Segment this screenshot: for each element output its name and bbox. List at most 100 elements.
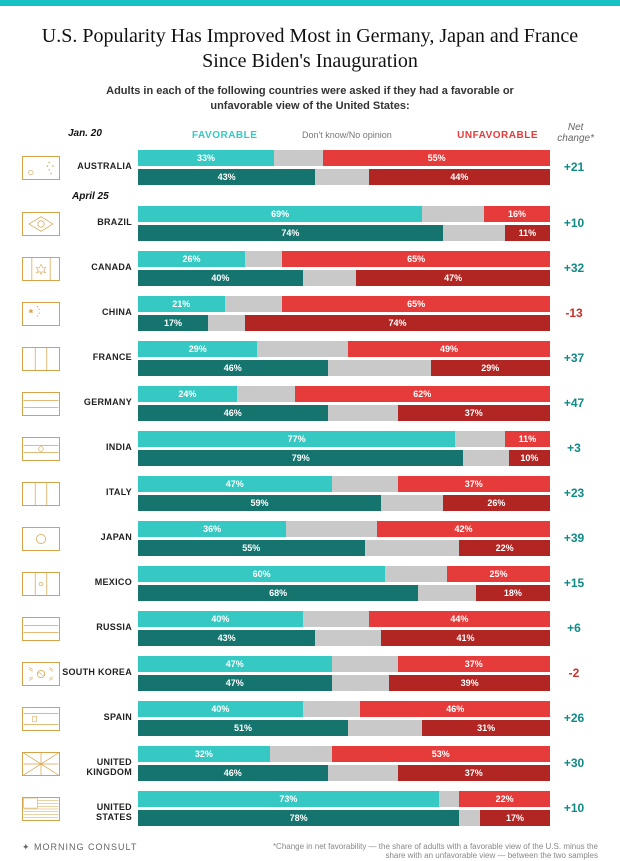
segment-favorable: 55% [138, 540, 365, 556]
flag-icon [22, 347, 60, 371]
country-row: FRANCE29%49%46%29%+37 [22, 339, 598, 381]
country-row: SOUTH KOREA47%37%47%39%-2 [22, 654, 598, 696]
legend-favorable: FAVORABLE [192, 130, 257, 141]
segment-favorable: 29% [138, 341, 257, 357]
segment-unfavorable: 26% [443, 495, 550, 511]
segment-dontknow [328, 360, 431, 376]
country-row: CANADA26%65%40%47%+32 [22, 249, 598, 291]
country-name: BRAZIL [60, 204, 138, 228]
segment-unfavorable: 31% [422, 720, 550, 736]
flag-icon [22, 527, 60, 551]
bar-after: 74%11% [138, 225, 550, 241]
bar-before: 60%25% [138, 566, 550, 582]
country-name: ITALY [60, 474, 138, 498]
bar-before: 32%53% [138, 746, 550, 762]
segment-dontknow [237, 386, 295, 402]
segment-unfavorable: 37% [398, 476, 550, 492]
flag-icon [22, 302, 60, 326]
country-name: JAPAN [60, 519, 138, 543]
segment-unfavorable: 44% [369, 169, 550, 185]
country-row: BRAZIL69%16%74%11%+10 [22, 204, 598, 246]
bar-after: 55% 22% [138, 540, 550, 556]
segment-favorable: 33% [138, 150, 274, 166]
legend-dontknow: Don't know/No opinion [302, 130, 392, 140]
flag-icon [22, 437, 60, 461]
bar-before: 21%65% [138, 296, 550, 312]
chart-title: U.S. Popularity Has Improved Most in Ger… [22, 16, 598, 84]
bar-pair: 33% 55% 43%44% [138, 148, 550, 188]
flag-icon [22, 156, 60, 180]
segment-favorable: 21% [138, 296, 225, 312]
bar-before: 40%46% [138, 701, 550, 717]
segment-favorable: 17% [138, 315, 208, 331]
net-change: +23 [550, 474, 598, 500]
segment-unfavorable: 22% [459, 540, 550, 556]
segment-unfavorable: 39% [389, 675, 550, 691]
bar-pair: 40%44%43%41% [138, 609, 550, 649]
country-row: AUSTRALIA33%55%43%44%+21 [22, 148, 598, 190]
segment-dontknow [348, 720, 422, 736]
segment-dontknow [315, 169, 369, 185]
flag-icon [22, 797, 60, 821]
segment-favorable: 73% [138, 791, 439, 807]
country-row: MEXICO60%25%68%18%+15 [22, 564, 598, 606]
segment-dontknow [365, 540, 460, 556]
segment-favorable: 26% [138, 251, 245, 267]
segment-favorable: 69% [138, 206, 422, 222]
bar-before: 77%11% [138, 431, 550, 447]
bar-after: 43%44% [138, 169, 550, 185]
segment-dontknow [303, 701, 361, 717]
net-change: +39 [550, 519, 598, 545]
segment-unfavorable: 62% [295, 386, 550, 402]
segment-unfavorable: 37% [398, 405, 550, 421]
country-name: SOUTH KOREA [60, 654, 138, 678]
net-change: +10 [550, 789, 598, 815]
country-row: RUSSIA40%44%43%41%+6 [22, 609, 598, 651]
bar-after: 46%37% [138, 765, 550, 781]
bar-after: 79%10% [138, 450, 550, 466]
bar-pair: 47%37% 59% 26% [138, 474, 550, 514]
footnote: *Change in net favorability — the share … [258, 842, 598, 861]
country-row: UNITED KINGDOM32%53%46%37%+30 [22, 744, 598, 786]
bar-pair: 29%49%46%29% [138, 339, 550, 379]
segment-favorable: 43% [138, 630, 315, 646]
segment-favorable: 47% [138, 656, 332, 672]
bar-after: 59% 26% [138, 495, 550, 511]
country-name: CANADA [60, 249, 138, 273]
bar-pair: 69%16%74%11% [138, 204, 550, 244]
segment-dontknow [455, 431, 504, 447]
country-name: SPAIN [60, 699, 138, 723]
segment-favorable: 59% [138, 495, 381, 511]
segment-unfavorable: 37% [398, 765, 550, 781]
segment-favorable: 51% [138, 720, 348, 736]
net-change: +37 [550, 339, 598, 365]
bar-before: 33% 55% [138, 150, 550, 166]
segment-favorable: 77% [138, 431, 455, 447]
segment-unfavorable: 55% [323, 150, 550, 166]
date-before-label: Jan. 20 [68, 128, 102, 139]
legend-row: Jan. 20 FAVORABLE Don't know/No opinion … [22, 128, 598, 146]
segment-favorable: 60% [138, 566, 385, 582]
legend-unfavorable: UNFAVORABLE [457, 130, 538, 141]
bar-before: 40%44% [138, 611, 550, 627]
segment-dontknow [328, 765, 398, 781]
country-name: CHINA [60, 294, 138, 318]
segment-dontknow [385, 566, 447, 582]
segment-favorable: 24% [138, 386, 237, 402]
bar-before: 47%37% [138, 476, 550, 492]
net-change: +6 [550, 609, 598, 635]
segment-dontknow [274, 150, 323, 166]
segment-unfavorable: 49% [348, 341, 550, 357]
bar-pair: 21%65%17%74% [138, 294, 550, 334]
chart-container: U.S. Popularity Has Improved Most in Ger… [0, 6, 620, 831]
segment-dontknow [303, 611, 369, 627]
segment-favorable: 32% [138, 746, 270, 762]
bar-after: 51% 31% [138, 720, 550, 736]
segment-favorable: 78% [138, 810, 459, 826]
segment-unfavorable: 42% [377, 521, 550, 537]
country-name: RUSSIA [60, 609, 138, 633]
bar-pair: 36%42%55%22% [138, 519, 550, 559]
country-name: GERMANY [60, 384, 138, 408]
segment-dontknow [257, 341, 348, 357]
country-row: INDIA77%11%79%10%+3 [22, 429, 598, 471]
